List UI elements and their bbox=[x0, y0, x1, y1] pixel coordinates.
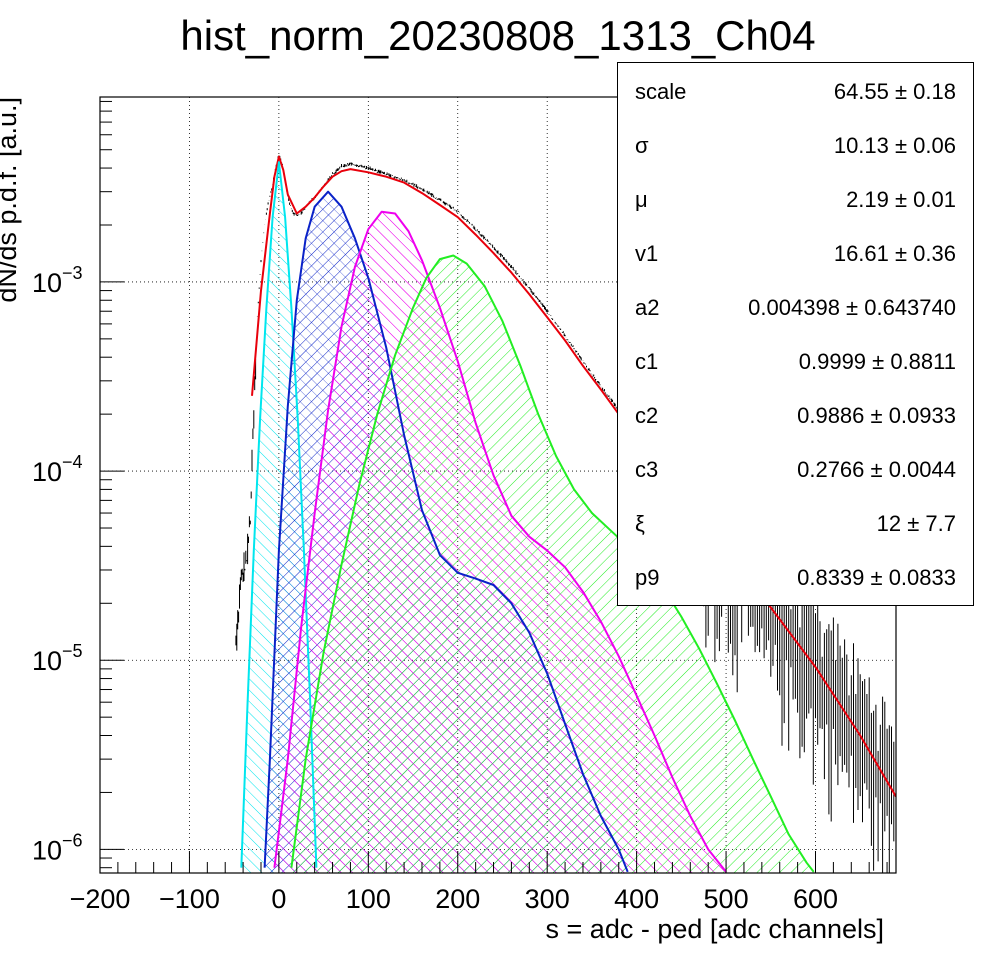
stats-row: ξ 12 ± 7.7 bbox=[618, 495, 973, 549]
stats-row: c3 0.2766 ± 0.0044 bbox=[618, 441, 973, 495]
stats-param-value: 10.13 ± 0.06 bbox=[833, 133, 956, 158]
stats-param-value: 0.9886 ± 0.0933 bbox=[797, 403, 956, 428]
stats-row: μ 2.19 ± 0.01 bbox=[618, 171, 973, 225]
y-axis-label: dN/ds p.d.f. [a.u.] bbox=[0, 97, 22, 303]
chart-title: hist_norm_20230808_1313_Ch04 bbox=[180, 12, 815, 59]
stats-param-value: 0.2766 ± 0.0044 bbox=[797, 457, 956, 482]
stats-row: scale 64.55 ± 0.18 bbox=[618, 63, 973, 117]
stats-param-value: 0.004398 ± 0.643740 bbox=[748, 295, 956, 320]
stats-param-value: 0.9999 ± 0.8811 bbox=[798, 349, 956, 374]
stats-param-name: σ bbox=[635, 133, 649, 158]
y-tick-label: 10−3 bbox=[32, 263, 83, 298]
x-tick-label: 100 bbox=[346, 884, 391, 914]
stats-param-name: p9 bbox=[635, 565, 660, 590]
y-tick-label: 10−4 bbox=[32, 452, 83, 487]
stats-row: p9 0.8339 ± 0.0833 bbox=[618, 549, 973, 603]
x-tick-label: 200 bbox=[435, 884, 480, 914]
x-tick-label: −100 bbox=[159, 884, 220, 914]
x-tick-label: 500 bbox=[704, 884, 749, 914]
stats-param-name: c3 bbox=[635, 457, 659, 482]
stats-row: c1 0.9999 ± 0.8811 bbox=[618, 333, 973, 387]
curve-component_3 bbox=[290, 254, 815, 873]
stats-param-value: 64.55 ± 0.18 bbox=[833, 79, 956, 104]
x-axis-label: s = adc - ped [adc channels] bbox=[546, 914, 884, 944]
curve-component_2 bbox=[273, 210, 727, 873]
axis-ticks bbox=[99, 100, 888, 873]
stats-param-name: μ bbox=[635, 187, 648, 212]
stats-param-name: c2 bbox=[635, 403, 659, 428]
curve-pedestal bbox=[240, 161, 318, 868]
fit-stats-box: scale 64.55 ± 0.18 σ 10.13 ± 0.06 μ 2.19 ± 0.… bbox=[617, 62, 974, 606]
stats-param-name: ξ bbox=[635, 511, 645, 536]
x-tick-label: −200 bbox=[70, 884, 131, 914]
x-tick-label: 400 bbox=[614, 884, 659, 914]
x-tick-labels: −200 −100 0 100 200 300 400 500 600 bbox=[70, 884, 838, 914]
stats-row: σ 10.13 ± 0.06 bbox=[618, 117, 973, 171]
stats-param-name: c1 bbox=[635, 349, 659, 374]
curve-component_1 bbox=[263, 190, 629, 873]
x-tick-label: 600 bbox=[793, 884, 838, 914]
stats-param-value: 2.19 ± 0.01 bbox=[846, 187, 956, 212]
y-tick-label: 10−5 bbox=[32, 641, 83, 676]
stats-param-name: a2 bbox=[635, 295, 660, 320]
stats-row: a2 0.004398 ± 0.643740 bbox=[618, 279, 973, 333]
x-tick-label: 0 bbox=[271, 884, 286, 914]
stats-param-value: 0.8339 ± 0.0833 bbox=[797, 565, 956, 590]
stats-row: c2 0.9886 ± 0.0933 bbox=[618, 387, 973, 441]
stats-param-name: scale bbox=[635, 79, 687, 104]
stats-param-name: v1 bbox=[635, 241, 659, 266]
y-tick-label: 10−6 bbox=[32, 830, 83, 865]
component-fills bbox=[241, 162, 814, 873]
y-tick-labels: 10−6 10−5 10−4 10−3 bbox=[32, 263, 83, 865]
stats-param-value: 16.61 ± 0.36 bbox=[833, 241, 956, 266]
stats-param-value: 12 ± 7.7 bbox=[876, 511, 956, 536]
x-tick-label: 300 bbox=[525, 884, 570, 914]
fill-component_3 bbox=[291, 255, 814, 873]
stats-row: v1 16.61 ± 0.36 bbox=[618, 225, 973, 279]
